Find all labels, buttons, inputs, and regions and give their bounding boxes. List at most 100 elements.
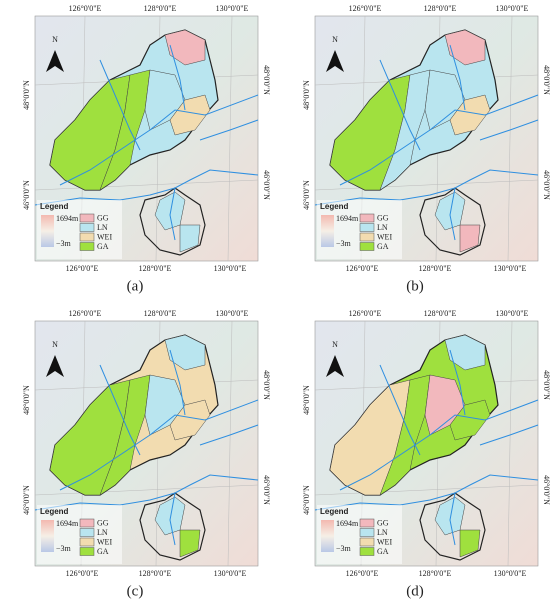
elevation-min: −3m — [56, 544, 72, 553]
legend-swatch — [359, 213, 375, 223]
river — [99, 364, 141, 456]
legend-title: Legend — [320, 507, 349, 516]
legend-swatch — [359, 232, 375, 242]
river — [449, 349, 466, 416]
lat-label: 46°0'0"N — [302, 485, 311, 515]
river — [99, 59, 141, 151]
river — [379, 364, 421, 456]
legend-swatch — [79, 213, 95, 223]
sub-basin — [449, 94, 491, 136]
lat-label: 46°0'0"N — [262, 170, 271, 200]
graticule — [314, 484, 539, 496]
river — [34, 474, 259, 511]
sub-basin — [164, 29, 206, 66]
lat-label: 48°0'0"N — [302, 385, 311, 415]
legend-swatch — [79, 528, 95, 537]
map-panel: N 126°0'0"E 128°0'0"E 130°0'0"E 126°0'0"E 128… — [302, 4, 550, 295]
map-panel: N 126°0'0"E 128°0'0"E 130°0'0"E 126°0'0"E 128… — [302, 309, 550, 600]
graticule — [507, 320, 513, 567]
legend-class: GA — [97, 242, 109, 251]
legend-swatch — [79, 547, 95, 556]
north-arrow — [46, 50, 64, 72]
legend-class: WEI — [377, 232, 392, 241]
river — [479, 424, 539, 446]
river — [59, 94, 259, 186]
legend-class: LN — [377, 528, 388, 537]
river — [59, 399, 259, 491]
basin-south — [419, 187, 486, 256]
north-label: N — [52, 35, 58, 44]
basin-south — [139, 187, 206, 256]
river — [314, 169, 539, 206]
lat-label: 46°0'0"N — [542, 475, 550, 505]
north-label: N — [332, 35, 338, 44]
river — [169, 349, 186, 416]
graticule — [34, 179, 259, 191]
sub-basin — [449, 399, 491, 441]
legend-class: GG — [97, 518, 109, 527]
lat-label: 48°0'0"N — [262, 65, 271, 95]
lat-label: 46°0'0"N — [22, 485, 31, 515]
river — [34, 169, 259, 206]
lon-label: 128°0'0"E — [419, 569, 452, 578]
lon-label: 128°0'0"E — [144, 4, 177, 13]
elevation-min: −3m — [336, 239, 352, 248]
elevation-ramp — [41, 215, 54, 247]
lon-label: 130°0'0"E — [494, 569, 527, 578]
legend-class: WEI — [97, 232, 112, 241]
legend-title: Legend — [40, 202, 69, 211]
lat-label: 46°0'0"N — [542, 170, 550, 200]
map-panel: N 126°0'0"E 128°0'0"E 130°0'0"E 126°0'0"E 128… — [22, 4, 271, 295]
elevation-max: 1694m — [336, 214, 359, 223]
river — [169, 187, 176, 241]
elevation-min: −3m — [336, 544, 352, 553]
sub-basin — [444, 29, 486, 66]
sub-basin — [444, 334, 486, 371]
legend-swatch — [359, 242, 375, 251]
north-arrow — [46, 355, 64, 377]
panel-label: (a) — [127, 278, 144, 294]
legend-swatch — [79, 242, 95, 251]
legend-title: Legend — [40, 507, 69, 516]
river — [449, 492, 456, 546]
sub-basin — [179, 529, 201, 558]
lon-label: 130°0'0"E — [496, 309, 529, 318]
elevation-max: 1694m — [56, 519, 79, 528]
basin-south — [419, 492, 486, 561]
legend-class: WEI — [97, 537, 112, 546]
lon-label: 126°0'0"E — [349, 309, 382, 318]
legend-class: GG — [377, 213, 389, 222]
lon-label: 130°0'0"E — [214, 569, 247, 578]
legend-class: GA — [377, 547, 389, 556]
river — [314, 474, 539, 511]
river — [169, 492, 176, 546]
river — [169, 44, 186, 111]
legend-swatch — [359, 518, 375, 528]
lon-label: 128°0'0"E — [139, 569, 172, 578]
lat-label: 48°0'0"N — [22, 80, 31, 110]
elevation-max: 1694m — [336, 519, 359, 528]
legend-title: Legend — [320, 202, 349, 211]
lat-label: 46°0'0"N — [302, 180, 311, 210]
lat-label: 48°0'0"N — [22, 385, 31, 415]
elevation-ramp — [321, 520, 334, 552]
lon-label: 126°0'0"E — [66, 569, 99, 578]
legend-swatch — [359, 528, 375, 537]
lon-label: 128°0'0"E — [424, 4, 457, 13]
panel-label: (d) — [406, 583, 424, 599]
river — [199, 119, 259, 141]
lon-label: 130°0'0"E — [494, 264, 527, 273]
legend-class: LN — [97, 528, 108, 537]
lon-label: 126°0'0"E — [346, 569, 379, 578]
north-arrow — [326, 50, 344, 72]
river — [339, 399, 539, 491]
river — [479, 119, 539, 141]
map-panel: N 126°0'0"E 128°0'0"E 130°0'0"E 126°0'0"E 128… — [22, 309, 271, 600]
legend-class: GA — [97, 547, 109, 556]
lon-label: 126°0'0"E — [349, 4, 382, 13]
legend-swatch — [79, 223, 95, 232]
lat-label: 46°0'0"N — [262, 475, 271, 505]
north-arrow — [326, 355, 344, 377]
graticule — [227, 320, 233, 567]
